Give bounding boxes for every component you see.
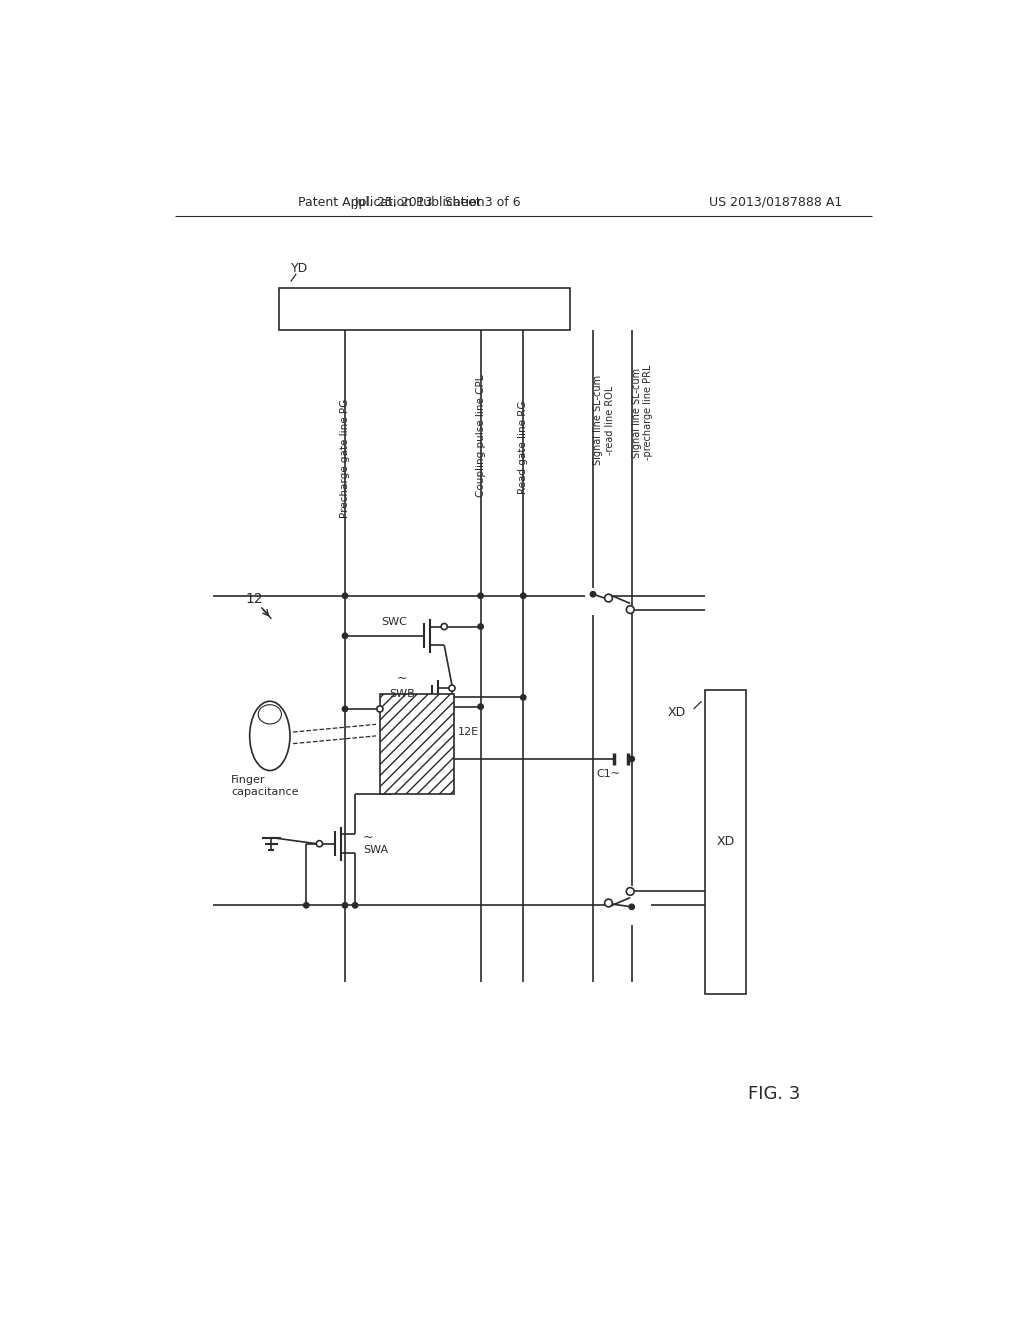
Circle shape — [520, 694, 526, 700]
Text: C1~: C1~ — [597, 770, 621, 779]
Circle shape — [629, 904, 635, 909]
Circle shape — [342, 593, 348, 598]
Text: Signal line SL-cum
-read line ROL: Signal line SL-cum -read line ROL — [593, 375, 614, 465]
Text: ~: ~ — [362, 832, 374, 843]
Text: 12E: 12E — [458, 727, 478, 737]
Circle shape — [377, 706, 383, 711]
Text: Jul. 25, 2013   Sheet 3 of 6: Jul. 25, 2013 Sheet 3 of 6 — [354, 195, 521, 209]
Ellipse shape — [250, 701, 290, 771]
Circle shape — [478, 593, 483, 598]
Text: XD: XD — [717, 834, 734, 847]
Circle shape — [342, 634, 348, 639]
Circle shape — [604, 899, 612, 907]
Bar — [380, 693, 454, 793]
Text: Signal line SL-cum
-precharge line PRL: Signal line SL-cum -precharge line PRL — [632, 364, 653, 461]
Text: SWA: SWA — [362, 845, 388, 855]
Circle shape — [303, 903, 309, 908]
Circle shape — [590, 591, 596, 597]
Circle shape — [478, 704, 483, 709]
Text: Patent Application Publication: Patent Application Publication — [299, 195, 485, 209]
Text: SWC: SWC — [381, 616, 407, 627]
Circle shape — [604, 594, 612, 602]
Circle shape — [449, 685, 455, 692]
Text: SWB: SWB — [389, 689, 415, 698]
Circle shape — [520, 593, 526, 598]
Circle shape — [629, 756, 635, 762]
Ellipse shape — [258, 705, 282, 723]
Bar — [280, 288, 569, 330]
Text: YD: YD — [291, 261, 308, 275]
Text: 12: 12 — [246, 591, 263, 606]
Text: ~: ~ — [396, 672, 407, 685]
Circle shape — [352, 903, 357, 908]
Text: Precharge gate line PG: Precharge gate line PG — [340, 399, 350, 519]
Text: Coupling pulse line CPL: Coupling pulse line CPL — [475, 375, 485, 496]
Text: Finger
capacitance: Finger capacitance — [231, 775, 299, 797]
Text: FIG. 3: FIG. 3 — [748, 1085, 801, 1104]
Text: Read gate line RG: Read gate line RG — [518, 400, 528, 494]
Text: US 2013/0187888 A1: US 2013/0187888 A1 — [710, 195, 843, 209]
Circle shape — [478, 624, 483, 630]
Bar — [706, 689, 745, 994]
Circle shape — [627, 887, 634, 895]
Circle shape — [441, 623, 447, 630]
Circle shape — [627, 606, 634, 614]
Circle shape — [316, 841, 323, 847]
Circle shape — [342, 706, 348, 711]
Circle shape — [342, 903, 348, 908]
Text: XD: XD — [668, 706, 686, 719]
